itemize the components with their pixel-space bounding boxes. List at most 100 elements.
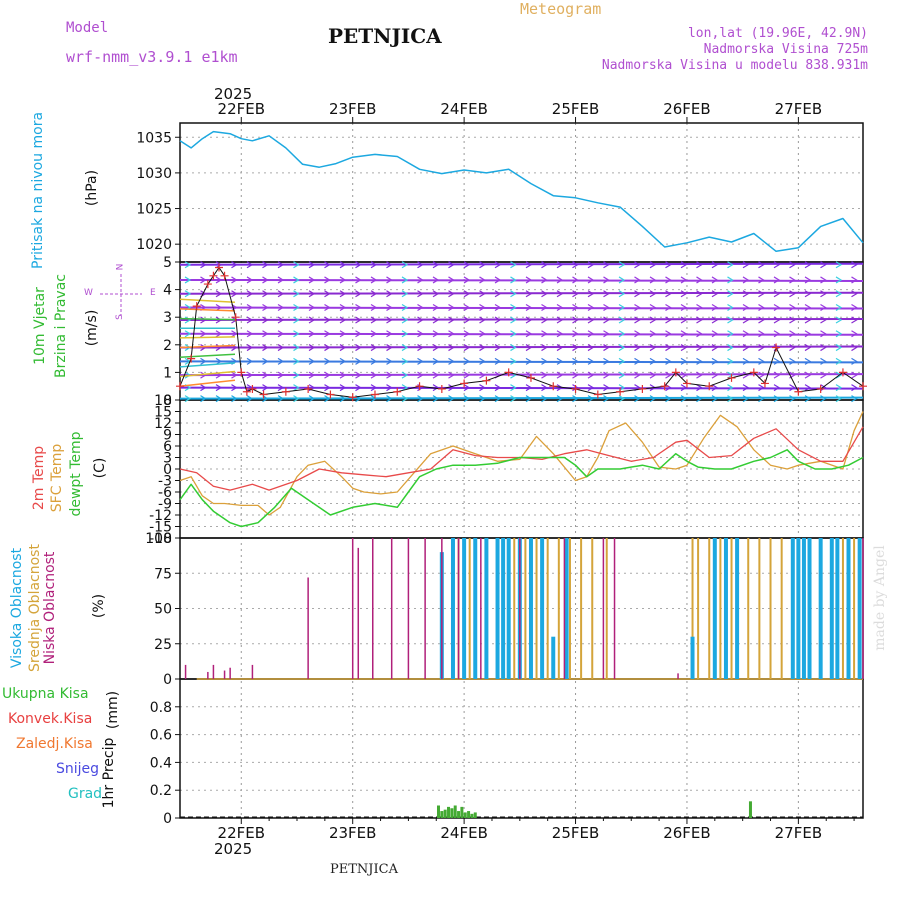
wind-arrow-icon — [246, 276, 254, 284]
wind-arrow-icon — [355, 261, 362, 269]
wind-arrow-icon — [727, 395, 734, 403]
wind-marker — [682, 379, 691, 388]
wind-arrow-icon — [432, 304, 440, 312]
wind-arrow-icon — [758, 384, 765, 392]
wind-arrow-icon — [773, 384, 781, 392]
wind-arrow-icon — [541, 261, 548, 269]
wind-marker — [203, 280, 212, 289]
wind-arrow-icon — [680, 316, 688, 324]
wind-arrow-icon — [386, 384, 393, 392]
wind-arrow-icon — [262, 344, 269, 352]
wind-arrow-icon — [758, 261, 765, 269]
wind-arrow-icon — [603, 316, 610, 324]
wind-arrow-icon — [184, 290, 192, 298]
wind-arrow-icon — [215, 261, 223, 269]
wind-arrow-icon — [696, 395, 703, 403]
temperature-ytick-label: -12 — [149, 508, 172, 524]
wind-arrow-icon — [479, 290, 486, 298]
wind-arrow-icon — [804, 344, 812, 352]
wind-arrow-icon — [649, 276, 657, 284]
temperature-ytick-label: 9 — [163, 428, 172, 444]
wind-arrow-icon — [355, 357, 362, 365]
wind-arrow-icon — [835, 384, 843, 392]
wind-fan-arrow — [179, 298, 236, 304]
wind-arrow-icon — [463, 316, 471, 324]
wind-arrow-icon — [820, 316, 827, 324]
wind-arrow-icon — [742, 330, 750, 338]
wind-arrow-icon — [215, 384, 223, 392]
wind-arrow-icon — [494, 290, 502, 298]
wind-arrow-icon — [587, 304, 595, 312]
wind-marker — [549, 382, 558, 391]
wind-arrow-icon — [572, 371, 579, 379]
legend-convective-rain: Konvek.Kisa — [8, 711, 93, 727]
pressure-series-line — [179, 130, 864, 253]
wind-marker — [593, 390, 602, 399]
wind-arrow-icon — [339, 261, 347, 269]
wind-arrow-icon — [665, 344, 672, 352]
wind-arrow-icon — [758, 316, 765, 324]
wind-arrow-icon — [665, 371, 672, 379]
wind-arrow-icon — [649, 344, 657, 352]
wind-arrow-icon — [463, 357, 471, 365]
precip-bar — [457, 811, 461, 818]
wind-arrow-icon — [835, 330, 843, 338]
wind-arrow-icon — [386, 316, 393, 324]
wind-arrow-icon — [231, 395, 238, 403]
wind-arrow-icon — [246, 290, 254, 298]
wind-arrow-icon — [742, 384, 750, 392]
wind-arrow-icon — [494, 395, 502, 403]
wind-arrow-icon — [680, 330, 688, 338]
wind-arrow-icon — [510, 357, 517, 365]
legend-freezing-rain: Zaledj.Kisa — [16, 736, 93, 752]
top-day-label-25FEB: 25FEB — [552, 100, 599, 118]
wind-arrow-icon — [758, 304, 765, 312]
wind-arrow-icon — [479, 344, 486, 352]
wind-arrow-icon — [851, 330, 858, 338]
wind-arrow-icon — [758, 276, 765, 284]
bottom-year: 2025 — [214, 840, 253, 858]
wind-arrow-icon — [215, 395, 223, 403]
precip-bar — [453, 805, 457, 818]
temperature-ytick-label: 12 — [154, 416, 172, 432]
wind-arrow-icon — [262, 357, 269, 365]
wind-arrow-icon — [851, 276, 858, 284]
wind-arrow-row — [179, 306, 864, 310]
wind-arrow-icon — [479, 371, 486, 379]
wind-arrow-icon — [525, 344, 533, 352]
wind-arrow-icon — [572, 330, 579, 338]
wind-arrow-icon — [293, 344, 300, 352]
wind-arrow-icon — [773, 261, 781, 269]
wind-arrow-icon — [835, 290, 843, 298]
wind-arrow-icon — [308, 316, 316, 324]
wind-arrow-icon — [556, 357, 564, 365]
wind-marker — [794, 387, 803, 396]
wind-arrow-icon — [742, 371, 750, 379]
wind-marker — [482, 376, 491, 385]
wind-arrow-icon — [463, 304, 471, 312]
wind-fan-arrow — [179, 308, 236, 312]
wind-arrow-icon — [200, 357, 207, 365]
wind-arrow-icon — [773, 395, 781, 403]
wind-arrow-icon — [448, 304, 455, 312]
wind-arrow-icon — [448, 330, 455, 338]
wind-arrow-icon — [277, 304, 285, 312]
wind-arrow-icon — [587, 330, 595, 338]
wind-arrow-icon — [727, 344, 734, 352]
wind-arrow-icon — [510, 261, 517, 269]
wind-arrow-icon — [432, 316, 440, 324]
wind-arrow-icon — [758, 371, 765, 379]
wind-arrow-icon — [246, 330, 254, 338]
wind-arrow-icon — [448, 276, 455, 284]
wind-arrow-icon — [401, 304, 409, 312]
wind-arrow-icon — [200, 330, 207, 338]
wind-arrow-icon — [618, 304, 626, 312]
wind-arrow-icon — [293, 276, 300, 284]
wind-marker — [705, 382, 714, 391]
wind-arrow-icon — [525, 357, 533, 365]
wind-arrow-icon — [324, 316, 331, 324]
temperature-ytick-label: -6 — [158, 485, 172, 501]
wind-arrow-icon — [231, 290, 238, 298]
wind-arrow-icon — [603, 330, 610, 338]
wind-arrow-icon — [246, 371, 254, 379]
